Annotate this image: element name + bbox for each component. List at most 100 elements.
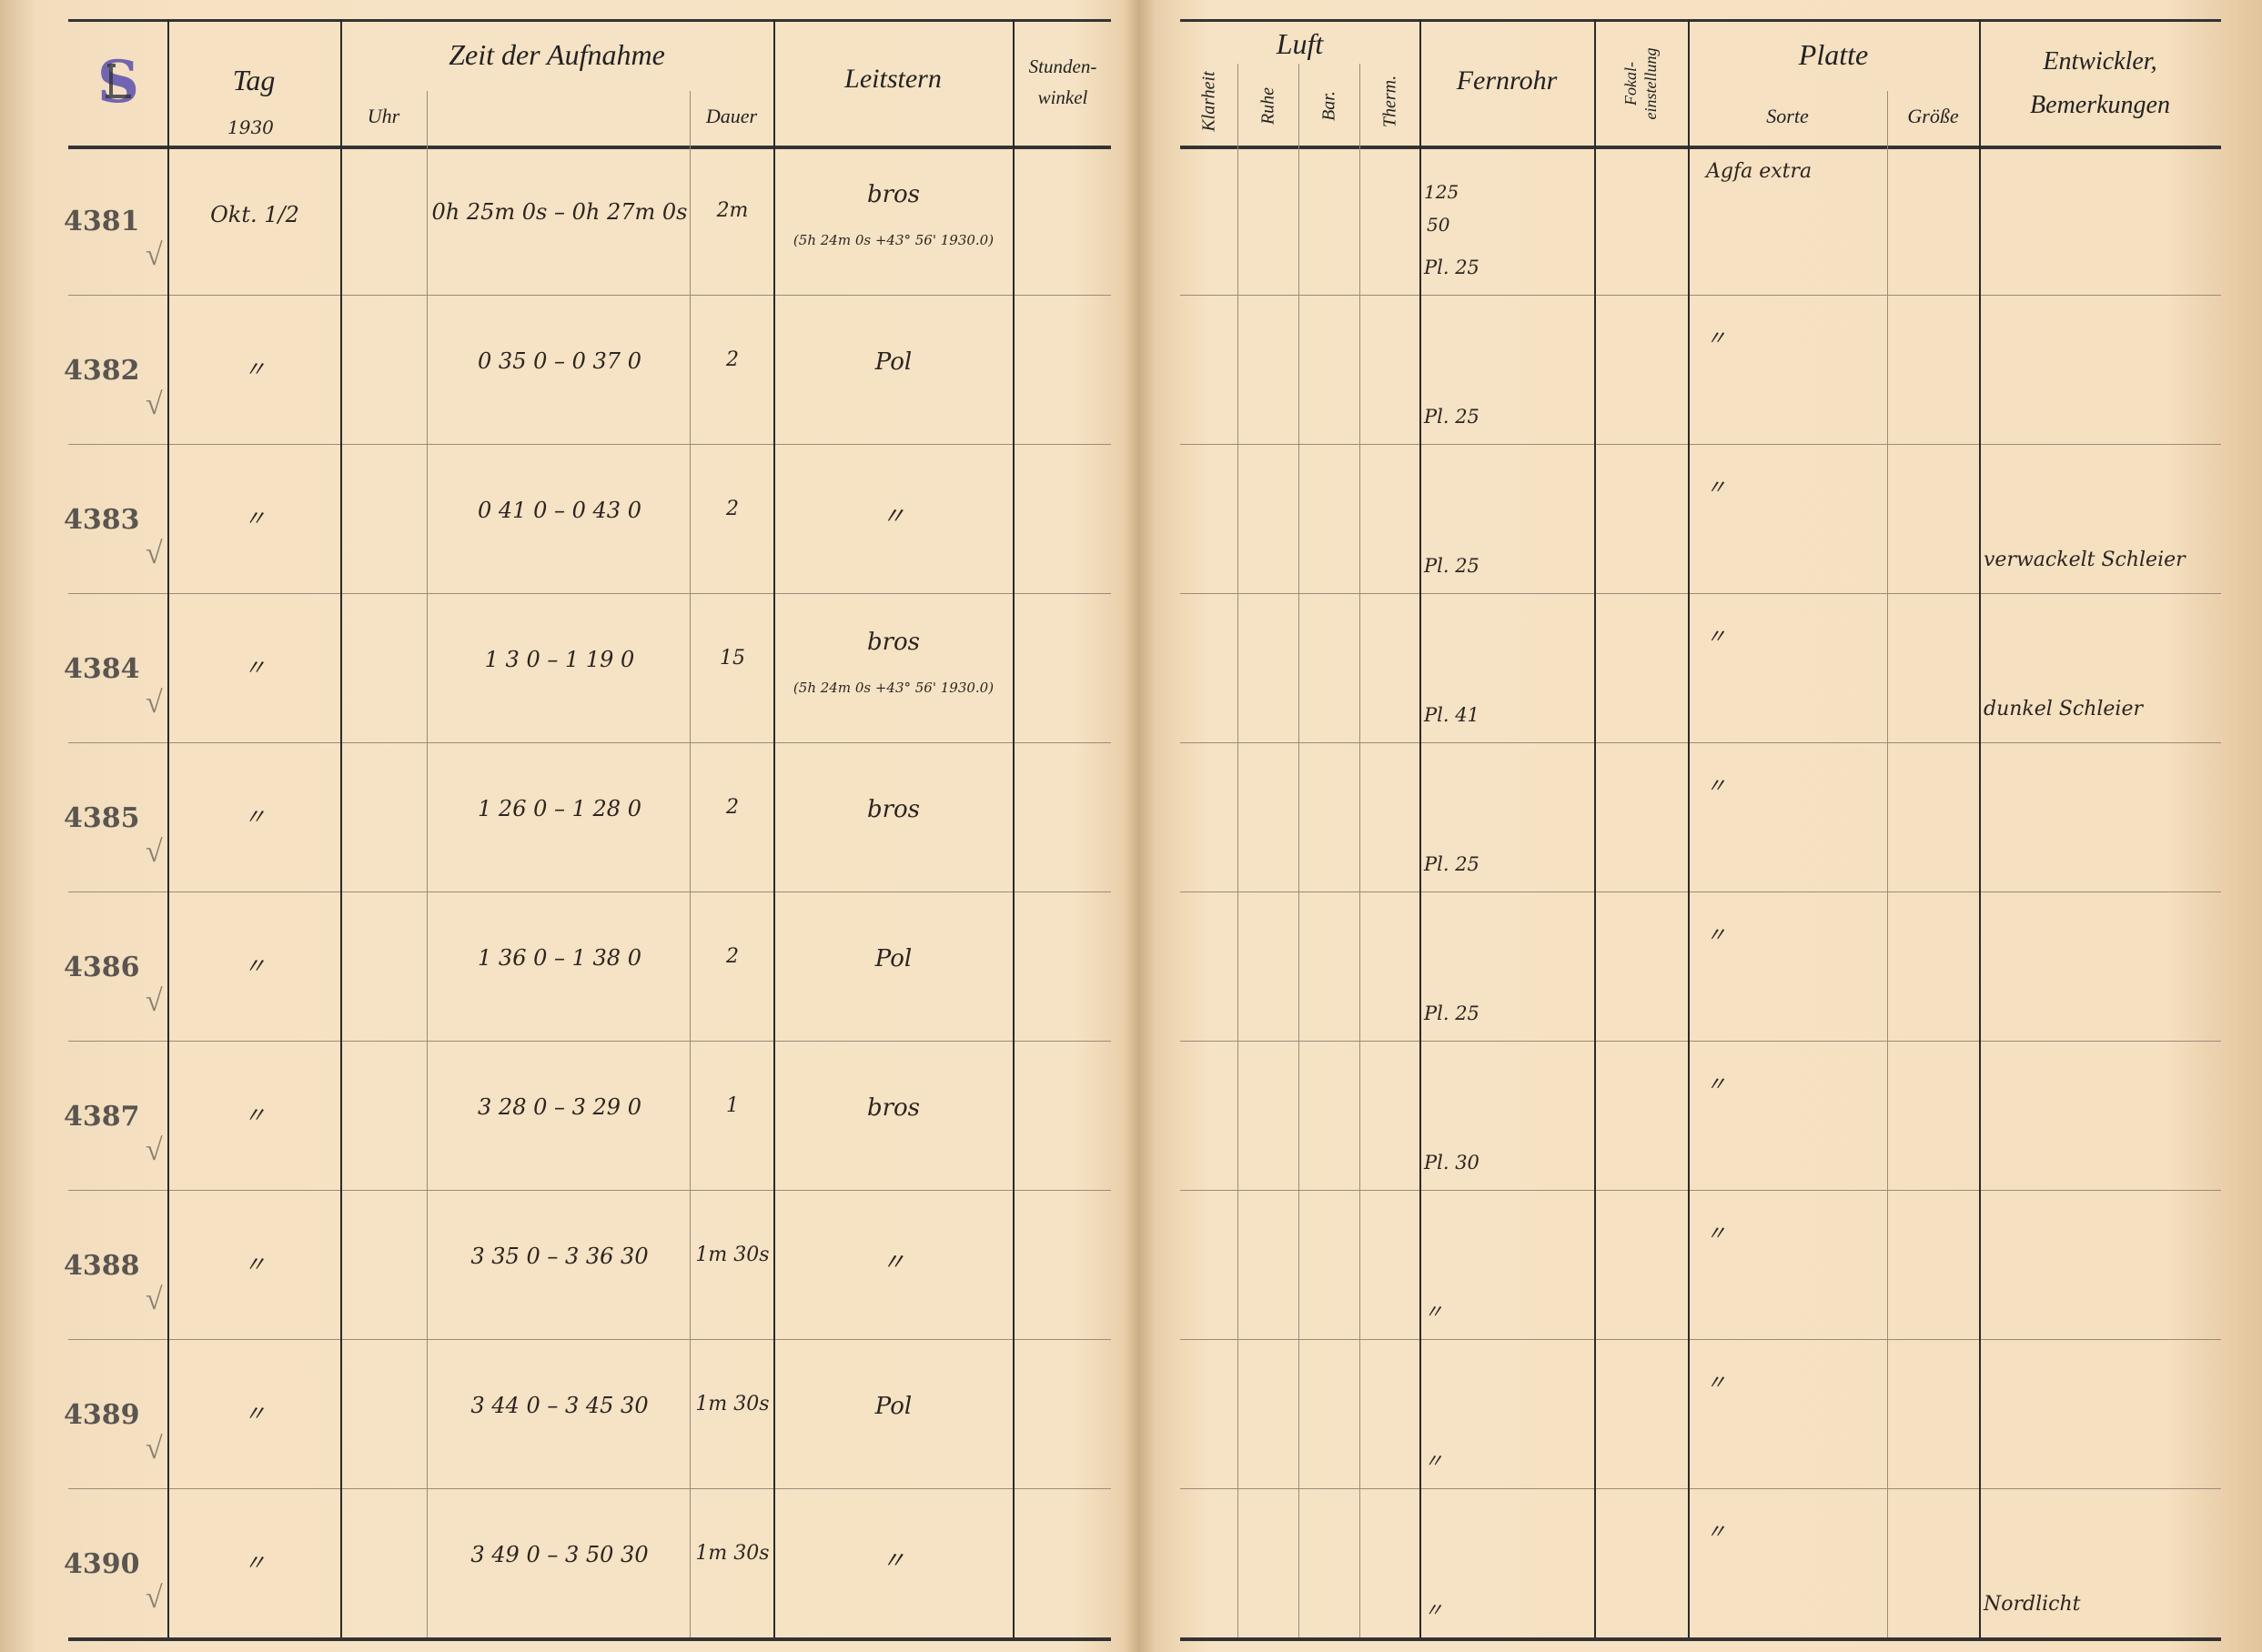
row-number: 4390 [64,1547,140,1580]
check-mark-icon: √ [146,1431,163,1466]
leitstern-cell: Pol [874,945,913,973]
row-number: 4386 [64,951,140,983]
column-rule [1359,64,1360,1637]
tag-cell: 〃 [244,1252,266,1278]
tag-cell: 〃 [244,1103,266,1129]
column-rule [167,19,169,1637]
fernrohr-cell: Pl. 25 [1424,406,1479,428]
platte-sorte-cell: Agfa extra [1706,160,1813,184]
tag-cell: 〃 [244,804,266,831]
platte-sorte-cell: 〃 [1706,1073,1727,1096]
row-number: 4388 [64,1249,140,1282]
column-rule [1298,64,1299,1637]
top-rule [68,19,1111,22]
top-rule [1180,19,2221,22]
header-bar: Bar. [1318,91,1339,121]
check-mark-icon: √ [146,983,163,1018]
row-rule [68,891,1111,892]
check-mark-icon: √ [146,685,163,720]
zeit-cell: 3 44 0 – 3 45 30 [470,1393,649,1419]
column-rule [1013,19,1015,1637]
row-number: 4383 [64,503,140,536]
dauer-cell: 2 [726,498,739,521]
tag-cell: 〃 [244,953,266,980]
check-mark-icon: √ [146,237,163,272]
row-rule [68,444,1111,445]
column-rule [1979,19,1981,1637]
column-rule [1237,64,1238,1637]
column-rule [1688,19,1690,1637]
column-rule [340,19,342,1637]
header-uhr: Uhr [367,105,400,127]
header-platte: Platte [1798,38,1869,71]
row-rule [68,593,1111,594]
header-leitstern: Leitstern [844,64,942,94]
zeit-cell: 0 41 0 – 0 43 0 [478,498,641,524]
platte-sorte-cell: 〃 [1706,476,1727,499]
tag-cell: 〃 [244,655,266,681]
dauer-cell: 2m [716,199,749,223]
leitstern-cell: Pol [874,1393,913,1421]
row-rule [68,1041,1111,1042]
platte-sorte-cell: 〃 [1706,625,1727,649]
fernrohr-cell: Pl. 30 [1424,1152,1479,1174]
row-rule [1180,295,2221,296]
column-rule [1419,19,1421,1637]
zeit-cell: 1 36 0 – 1 38 0 [478,945,641,972]
leitstern-cell: 〃 [881,1547,905,1576]
bemerkung-cell: dunkel Schleier [1984,697,2143,720]
tag-cell: Okt. 1/2 [210,202,299,228]
row-rule [68,1339,1111,1340]
fernrohr-cell: Pl. 25 [1424,555,1479,578]
dauer-cell: 1m 30s [695,1393,770,1416]
dauer-cell: 1m 30s [695,1542,770,1566]
header-entwickler: Entwickler, [2043,47,2157,76]
leitstern-cell: 〃 [881,503,905,531]
fernrohr-cell: 〃 [1424,1450,1443,1473]
dauer-cell: 1 [726,1094,739,1118]
leitstern-cell: 〃 [881,1249,905,1277]
tag-cell: 〃 [244,1550,266,1576]
row-rule [68,1488,1111,1489]
fernrohr-focal: 50 [1427,214,1450,237]
tag-cell: 〃 [244,506,266,532]
header-rule [1180,146,2221,149]
header-sorte: Sorte [1766,105,1809,127]
header-stundenwinkel: Stunden- winkel [1028,55,1097,108]
zeit-cell: 3 49 0 – 3 50 30 [470,1542,649,1568]
platte-sorte-cell: 〃 [1706,923,1727,947]
zeit-cell: 0 35 0 – 0 37 0 [478,348,641,375]
platte-sorte-cell: 〃 [1706,1371,1727,1395]
bemerkung-cell: Nordlicht [1984,1592,2081,1616]
platte-sorte-cell: 〃 [1706,327,1727,350]
header-ruhe: Ruhe [1257,86,1278,126]
check-mark-icon: √ [146,1282,163,1316]
column-rule [427,91,428,1637]
dauer-cell: 15 [720,647,745,670]
row-number: 4384 [64,652,140,685]
row-rule [1180,1488,2221,1489]
check-mark-icon: √ [146,1133,163,1167]
platte-sorte-cell: 〃 [1706,1222,1727,1245]
check-mark-icon: √ [146,1580,163,1615]
leitstern-cell: bros [866,796,921,824]
check-mark-icon: √ [146,536,163,570]
zeit-cell: 1 26 0 – 1 28 0 [478,796,641,822]
fernrohr-cell: Pl. 25 [1424,853,1479,876]
leitstern-cell: Pol [874,348,913,377]
leitstern-cell: bros [866,181,921,209]
row-rule [1180,891,2221,892]
row-rule [1180,444,2221,445]
platte-sorte-cell: 〃 [1706,1520,1727,1544]
zeit-cell: 1 3 0 – 1 19 0 [484,647,635,673]
header-rule [68,146,1111,149]
zeit-cell: 3 28 0 – 3 29 0 [478,1094,641,1121]
dauer-cell: 2 [726,796,739,820]
leitstern-coordinates: (5h 24m 0s +43° 56' 1930.0) [793,680,995,697]
bottom-rule [1180,1637,2221,1641]
leitstern-cell: bros [866,629,921,657]
svg-text:S: S [97,48,139,116]
column-rule [1887,91,1888,1637]
row-rule [1180,593,2221,594]
